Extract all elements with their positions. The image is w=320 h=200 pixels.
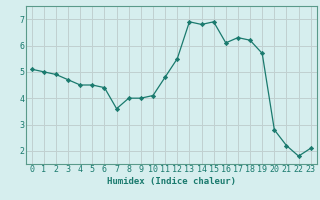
- X-axis label: Humidex (Indice chaleur): Humidex (Indice chaleur): [107, 177, 236, 186]
